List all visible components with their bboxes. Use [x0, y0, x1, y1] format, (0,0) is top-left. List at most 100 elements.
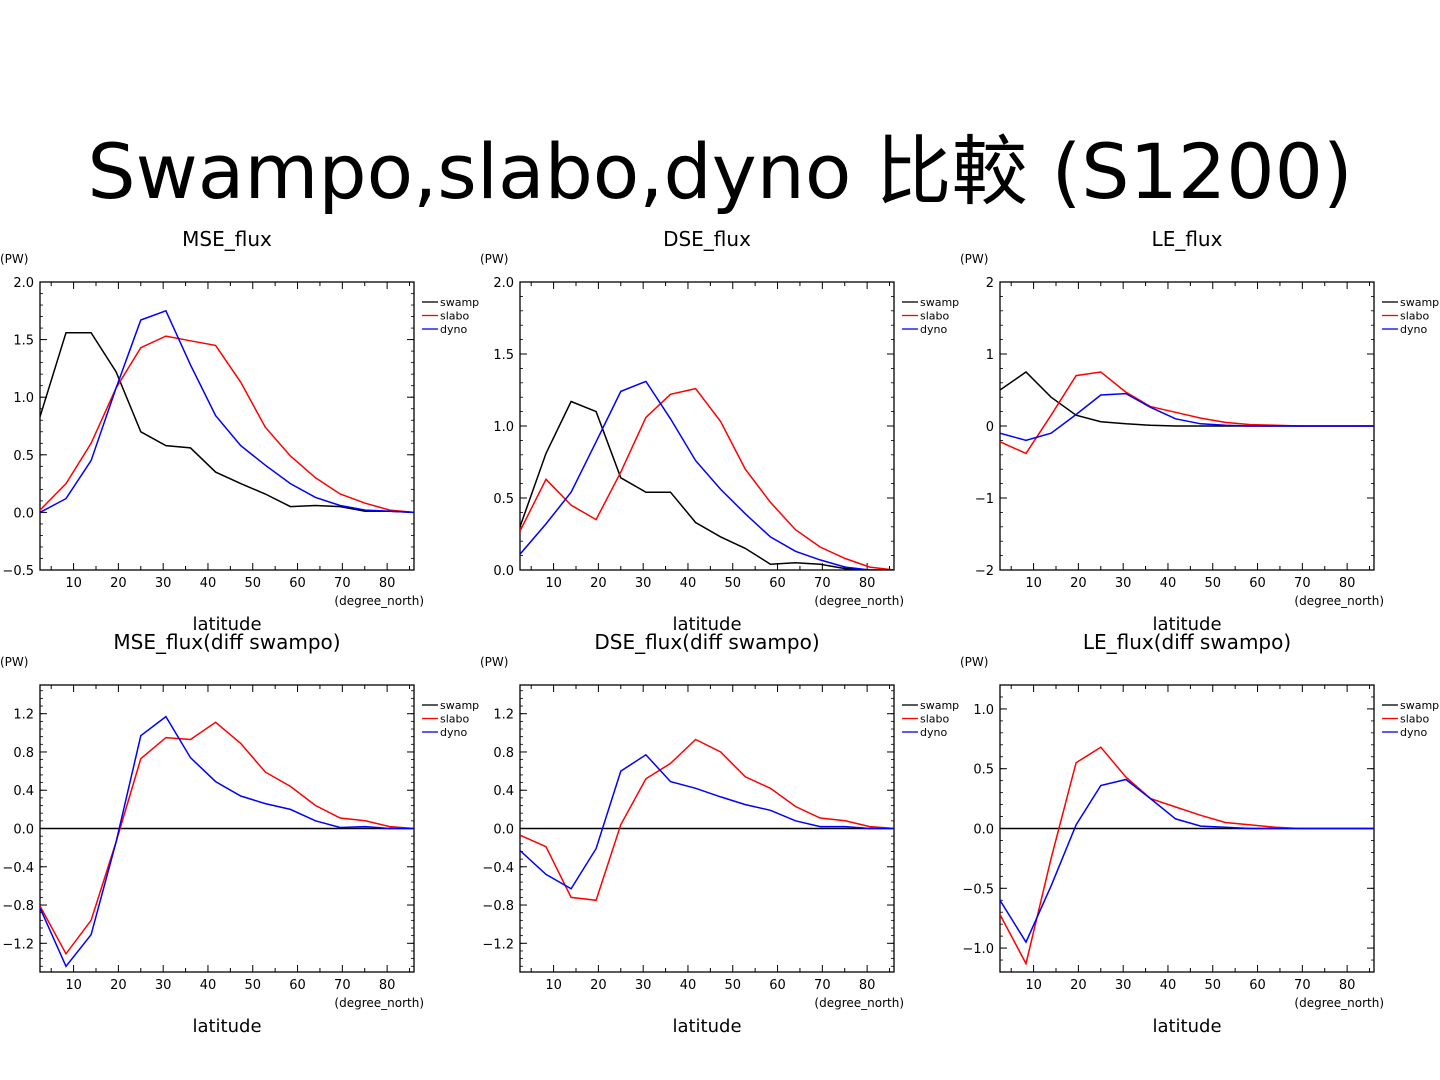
y-tick-label: 0.8 — [493, 746, 514, 761]
x-tick-label: 60 — [289, 576, 306, 591]
y-tick-label: 1.2 — [13, 708, 34, 723]
y-tick-label: 2 — [986, 276, 994, 291]
chart-title: MSE_flux(diff swampo) — [113, 630, 340, 654]
y-tick-label: 1.0 — [493, 420, 514, 435]
y-tick-label: −0.5 — [962, 882, 994, 897]
x-tick-label: 30 — [635, 576, 652, 591]
x-tick-label: 70 — [1294, 978, 1311, 993]
y-unit-label: (PW) — [0, 252, 28, 266]
y-tick-label: 0.4 — [493, 784, 514, 799]
chart-panel-1: MSE_flux (PW) 10 20 30 40 50 60 70 80 −0.5 0.0 0.5 1.… — [0, 227, 479, 635]
x-tick-label: 10 — [545, 978, 562, 993]
y-tick-label: 1.0 — [13, 391, 34, 406]
y-tick-label: −0.8 — [482, 899, 514, 914]
x-axis-label: latitude — [1152, 1016, 1221, 1037]
x-tick-label: 40 — [200, 978, 217, 993]
series-line-slabo — [520, 738, 894, 902]
y-unit-label: (PW) — [480, 252, 508, 266]
chart-panel-5: DSE_flux(diff swampo) (PW) 10 20 30 40 50 60 70 8… — [480, 630, 959, 1037]
x-tick-label: 50 — [724, 978, 741, 993]
x-unit-label: (degree_north) — [814, 594, 904, 608]
legend-label-dyno: dyno — [440, 323, 467, 336]
y-tick-label: 0.0 — [13, 506, 34, 521]
y-unit-label: (PW) — [0, 655, 28, 669]
series-line-slabo — [40, 335, 414, 514]
series-line-slabo — [520, 387, 894, 570]
x-unit-label: (degree_north) — [1294, 594, 1384, 608]
x-tick-label: 60 — [289, 978, 306, 993]
y-tick-label: −1 — [975, 492, 994, 507]
series-line-dyno — [40, 715, 414, 968]
series-line-slabo — [1000, 371, 1374, 455]
y-tick-label: −1.0 — [962, 942, 994, 957]
y-tick-label: −0.4 — [2, 861, 34, 876]
y-unit-label: (PW) — [960, 655, 988, 669]
y-tick-label: 0.0 — [973, 823, 994, 838]
x-tick-label: 50 — [724, 576, 741, 591]
series-line-dyno — [520, 380, 894, 570]
x-tick-label: 40 — [200, 576, 217, 591]
y-tick-label: 1.5 — [493, 348, 514, 363]
legend-label-slabo: slabo — [440, 310, 470, 323]
x-tick-label: 50 — [244, 978, 261, 993]
x-tick-label: 30 — [635, 978, 652, 993]
x-tick-label: 20 — [110, 978, 127, 993]
chart-title: LE_flux — [1152, 227, 1223, 251]
x-tick-label: 40 — [680, 978, 697, 993]
y-tick-label: −0.4 — [482, 861, 514, 876]
x-tick-label: 60 — [769, 576, 786, 591]
x-tick-label: 70 — [334, 576, 351, 591]
series-line-dyno — [1000, 778, 1374, 944]
chart-panel-6: LE_flux(diff swampo) (PW) 10 20 30 40 50 60 70 80… — [960, 630, 1439, 1037]
chart-title: DSE_flux — [663, 227, 751, 251]
x-tick-label: 70 — [334, 978, 351, 993]
x-unit-label: (degree_north) — [814, 996, 904, 1010]
legend-label-slabo: slabo — [1400, 713, 1430, 726]
y-tick-label: −0.5 — [2, 564, 34, 579]
legend-label-dyno: dyno — [920, 323, 947, 336]
series-line-slabo — [40, 721, 414, 956]
x-tick-label: 80 — [859, 576, 876, 591]
legend-label-swamp: swamp — [440, 296, 479, 309]
y-tick-label: 1 — [986, 348, 994, 363]
x-tick-label: 80 — [1339, 576, 1356, 591]
x-tick-label: 50 — [1204, 576, 1221, 591]
x-axis-label: latitude — [192, 614, 261, 635]
x-tick-label: 40 — [1160, 978, 1177, 993]
x-tick-label: 80 — [1339, 978, 1356, 993]
y-tick-label: 0.8 — [13, 746, 34, 761]
x-tick-label: 20 — [1070, 576, 1087, 591]
y-tick-label: 0.0 — [13, 823, 34, 838]
legend-label-dyno: dyno — [440, 726, 467, 739]
x-axis-label: latitude — [672, 614, 741, 635]
x-axis-label: latitude — [1152, 614, 1221, 635]
series-line-dyno — [1000, 392, 1374, 442]
y-tick-label: −1.2 — [482, 937, 514, 952]
chart-title: MSE_flux — [182, 227, 272, 251]
x-tick-label: 40 — [1160, 576, 1177, 591]
x-tick-label: 20 — [110, 576, 127, 591]
legend-label-swamp: swamp — [440, 699, 479, 712]
x-tick-label: 30 — [1115, 576, 1132, 591]
legend-label-swamp: swamp — [920, 699, 959, 712]
chart-panel-3: LE_flux (PW) 10 20 30 40 50 60 70 80 −2 −1 0 1 2 (degre… — [960, 227, 1439, 635]
x-axis-label: latitude — [192, 1016, 261, 1037]
x-tick-label: 60 — [769, 978, 786, 993]
x-tick-label: 80 — [379, 576, 396, 591]
x-tick-label: 10 — [65, 978, 82, 993]
chart-panel-2: DSE_flux (PW) 10 20 30 40 50 60 70 80 0.0 0.5 1.0 1.5… — [480, 227, 959, 635]
x-tick-label: 20 — [1070, 978, 1087, 993]
chart-panel-4: MSE_flux(diff swampo) (PW) 10 20 30 40 50 60 70 8… — [0, 630, 479, 1037]
series-line-swamp — [40, 331, 414, 514]
x-tick-label: 10 — [545, 576, 562, 591]
plot-frame — [519, 281, 895, 571]
x-tick-label: 10 — [65, 576, 82, 591]
x-tick-label: 40 — [680, 576, 697, 591]
legend-label-dyno: dyno — [920, 726, 947, 739]
x-tick-label: 10 — [1025, 978, 1042, 993]
y-tick-label: 0.5 — [973, 763, 994, 778]
x-unit-label: (degree_north) — [1294, 996, 1384, 1010]
y-tick-label: −0.8 — [2, 899, 34, 914]
legend-label-swamp: swamp — [1400, 699, 1439, 712]
